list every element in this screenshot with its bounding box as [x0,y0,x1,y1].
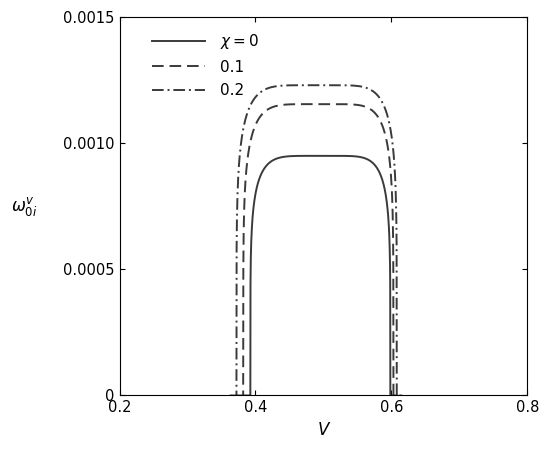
X-axis label: V: V [318,421,329,439]
Y-axis label: $\omega_{0i}^{v}$: $\omega_{0i}^{v}$ [11,195,37,218]
Legend: $\chi = 0$, 0.1, 0.2: $\chi = 0$, 0.1, 0.2 [152,32,260,98]
